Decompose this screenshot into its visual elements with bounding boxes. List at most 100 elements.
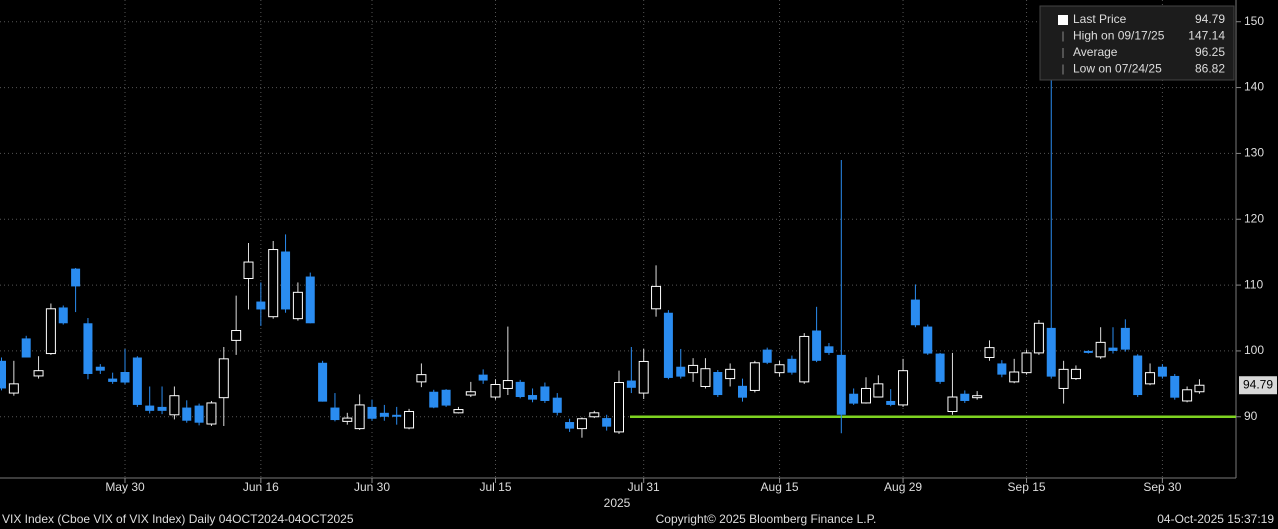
- candle-body: [861, 387, 871, 404]
- candle-body: [292, 291, 303, 320]
- candle-body: [1145, 372, 1156, 385]
- candle-body: [194, 405, 204, 423]
- candle-body: [626, 380, 636, 388]
- x-sublabel: 2025: [604, 496, 631, 510]
- candle-body: [268, 249, 279, 318]
- x-tick-label: Aug 15: [761, 480, 799, 494]
- y-tick-label: 120: [1244, 211, 1264, 225]
- y-tick-label: 100: [1244, 343, 1264, 357]
- candle-body: [330, 407, 340, 421]
- candle-body: [182, 407, 192, 421]
- x-tick-label: May 30: [105, 480, 145, 494]
- candle-body: [1033, 322, 1044, 354]
- y-tick-label: 140: [1244, 80, 1264, 94]
- x-tick-label: Jun 30: [354, 480, 390, 494]
- candle-body: [910, 299, 920, 326]
- last-price-label: 94.79: [1243, 377, 1273, 391]
- candle-body: [947, 396, 958, 413]
- y-tick-label: 130: [1244, 146, 1264, 160]
- candle-body: [1046, 327, 1056, 377]
- candle-body: [465, 391, 476, 396]
- legend-value: 147.14: [1188, 29, 1225, 43]
- candle-body: [1170, 375, 1180, 398]
- candle-body: [774, 364, 785, 374]
- candle-body: [231, 330, 242, 341]
- candle-body: [416, 374, 427, 383]
- legend-value: 86.82: [1195, 62, 1225, 76]
- candle-body: [923, 326, 933, 354]
- legend-label: Average: [1073, 45, 1118, 59]
- x-tick-label: Aug 29: [884, 480, 922, 494]
- legend-label: High on 09/17/25: [1073, 29, 1165, 43]
- footer-right: 04-Oct-2025 15:37:19: [1157, 512, 1274, 526]
- candle-body: [502, 380, 513, 389]
- candle-body: [565, 422, 575, 429]
- candle-body: [935, 353, 945, 382]
- y-tick-label: 90: [1244, 409, 1258, 423]
- candle-body: [453, 409, 464, 414]
- candle-body: [1009, 371, 1020, 383]
- candle-body: [1157, 366, 1167, 377]
- legend-box: [1039, 5, 1235, 81]
- candle-body: [676, 366, 686, 377]
- candle-body: [602, 418, 612, 427]
- candle-body: [713, 371, 723, 396]
- x-tick-label: Jul 31: [628, 480, 660, 494]
- candle-body: [1083, 350, 1093, 353]
- candle-body: [762, 349, 772, 363]
- candle-body: [984, 347, 995, 359]
- candle-body: [305, 276, 315, 324]
- candle-body: [95, 366, 105, 371]
- candle-body: [972, 395, 983, 399]
- candle-body: [256, 301, 266, 310]
- candle-body: [58, 307, 68, 324]
- candle-body: [638, 360, 649, 394]
- candle-body: [0, 360, 6, 389]
- candle-body: [379, 412, 389, 417]
- candle-body: [367, 406, 377, 419]
- candle-body: [589, 412, 600, 418]
- legend-label: Low on 07/24/25: [1073, 62, 1162, 76]
- candle-body: [515, 381, 525, 398]
- candle-body: [528, 395, 538, 400]
- candle-body: [663, 312, 673, 378]
- candle-body: [873, 383, 884, 398]
- x-tick-label: Jun 16: [243, 480, 279, 494]
- candle-body: [1120, 327, 1130, 350]
- y-tick-label: 110: [1244, 277, 1263, 291]
- candle-body: [429, 391, 439, 408]
- candle-body: [960, 393, 970, 401]
- candle-body: [799, 335, 810, 383]
- candle-body: [849, 393, 859, 404]
- candle-body: [218, 358, 229, 399]
- legend-label: Last Price: [1073, 12, 1127, 26]
- candle-body: [404, 411, 415, 429]
- candle-body: [1095, 341, 1106, 358]
- candle-body: [1058, 368, 1069, 389]
- candle-body: [354, 404, 365, 430]
- candle-body: [836, 354, 846, 415]
- candle-body: [243, 261, 254, 280]
- candle-body: [1133, 355, 1143, 396]
- candle-body: [614, 382, 624, 433]
- candle-body: [1194, 384, 1205, 393]
- candle-body: [342, 417, 353, 422]
- candle-body: [651, 285, 662, 310]
- candle-body: [700, 368, 711, 387]
- candle-body: [281, 251, 291, 310]
- candle-body: [441, 389, 451, 406]
- candle-body: [8, 383, 19, 394]
- candle-body: [997, 363, 1007, 375]
- x-tick-label: Sep 15: [1008, 480, 1046, 494]
- candle-body: [157, 406, 167, 411]
- candle-body: [33, 370, 44, 377]
- candle-body: [206, 402, 217, 425]
- candle-body: [83, 323, 93, 374]
- candle-body: [21, 338, 31, 358]
- candle-body: [738, 385, 747, 398]
- candle-body: [490, 384, 501, 398]
- legend-value: 96.25: [1195, 45, 1225, 59]
- candle-body: [725, 368, 736, 380]
